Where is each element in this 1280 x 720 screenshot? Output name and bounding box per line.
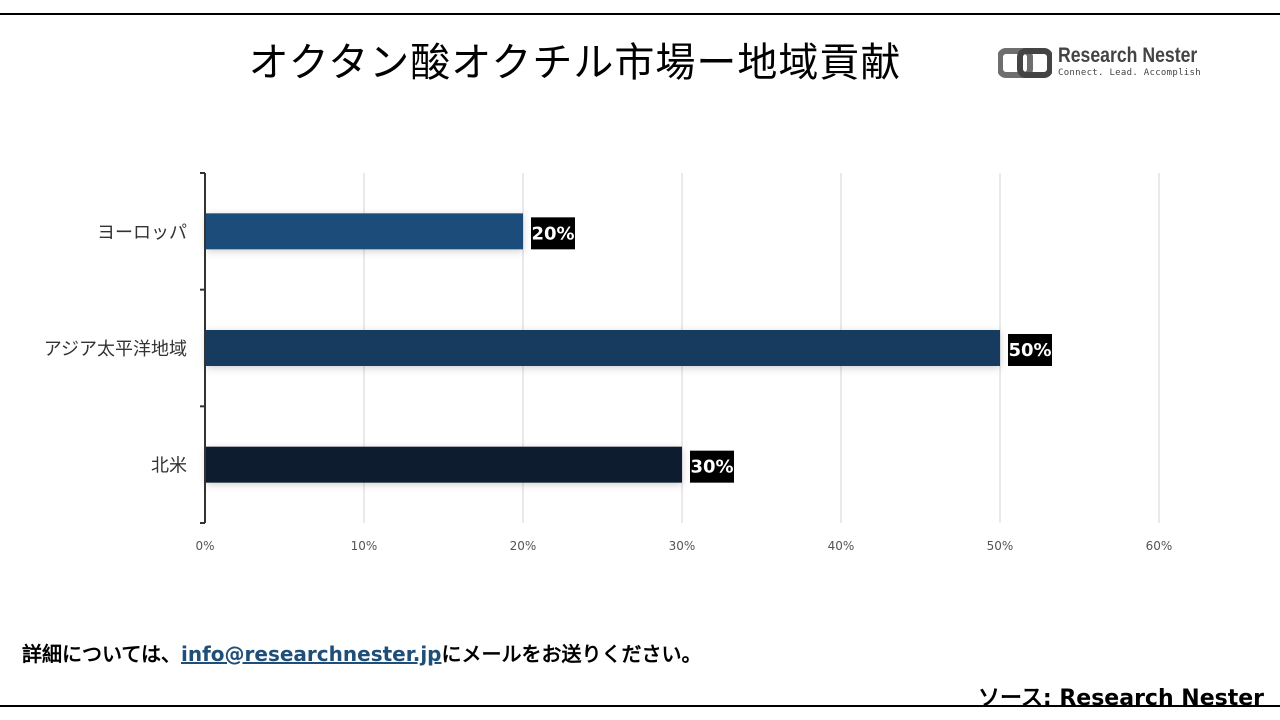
data-label-box <box>531 217 575 250</box>
bar <box>206 330 1000 366</box>
contact-suffix: にメールをお送りください。 <box>441 642 702 666</box>
bar <box>206 446 682 483</box>
x-tick-label: 50% <box>987 539 1014 553</box>
data-label-box <box>1008 334 1052 366</box>
contact-prefix: 詳細については、 <box>22 642 181 666</box>
category-label: アジア太平洋地域 <box>44 339 187 360</box>
bar-chart: 20% 50% 30% 0% 10% 20% 30% 40% 50% 60% ヨーロッパアジア太平… <box>44 172 1173 553</box>
data-label: 50% <box>1008 340 1051 361</box>
logo-name: Research Nester <box>1058 44 1198 67</box>
x-tick-label: 20% <box>510 539 537 553</box>
top-rule <box>0 13 1280 15</box>
logo-tagline: Connect. Lead. Accomplish <box>1058 68 1201 78</box>
contact-email-link[interactable]: info@researchnester.jp <box>181 642 442 666</box>
category-label: 北米 <box>151 456 187 477</box>
x-tick-label: 60% <box>1146 539 1173 553</box>
data-label: 30% <box>690 457 733 478</box>
logo-mark-icon <box>998 48 1052 78</box>
x-tick-label: 30% <box>669 539 696 553</box>
category-label: ヨーロッパ <box>97 222 187 243</box>
x-tick-label: 40% <box>828 539 855 553</box>
research-nester-logo: Research Nester Connect. Lead. Accomplis… <box>998 44 1258 85</box>
bottom-rule <box>0 705 1280 707</box>
x-tick-label: 0% <box>195 539 214 553</box>
data-label: 20% <box>531 223 574 244</box>
bar <box>206 213 523 250</box>
source-label: ソース: Research Nester <box>977 686 1264 711</box>
chart-title: オクタン酸オクチル市場ー地域貢献 <box>248 40 902 86</box>
contact-note: 詳細については、info@researchnester.jpにメールをお送りくだ… <box>22 638 702 667</box>
bars: 20% 50% 30% <box>206 213 1052 483</box>
x-tick-label: 10% <box>351 539 378 553</box>
data-label-box <box>690 450 734 483</box>
